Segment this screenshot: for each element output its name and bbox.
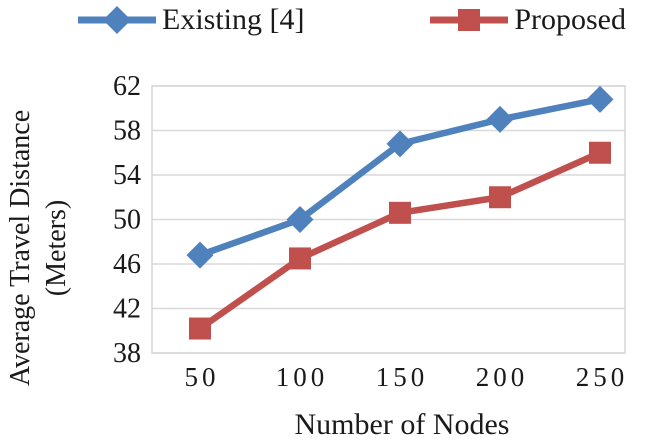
y-tick-label-38: 38 bbox=[113, 338, 141, 369]
x-tick-label-200: 200 bbox=[476, 362, 529, 392]
legend-label-proposed: Proposed bbox=[514, 3, 626, 36]
y-tick-label-46: 46 bbox=[113, 249, 141, 280]
legend-marker-existing-icon bbox=[78, 6, 156, 34]
legend-item-proposed: Proposed bbox=[429, 4, 626, 36]
legend-item-existing: Existing [4] bbox=[77, 4, 305, 36]
plot-border bbox=[151, 85, 626, 354]
data-point-proposed-150 bbox=[389, 201, 411, 224]
x-axis-title: Number of Nodes bbox=[295, 408, 510, 441]
data-point-existing-200 bbox=[486, 105, 514, 133]
y-tick-label-50: 50 bbox=[113, 205, 141, 236]
x-tick-label-50: 50 bbox=[185, 362, 220, 392]
data-point-proposed-100 bbox=[289, 247, 311, 270]
data-point-existing-100 bbox=[286, 206, 314, 233]
data-point-proposed-250 bbox=[589, 141, 611, 164]
y-tick-label-58: 58 bbox=[113, 116, 141, 147]
x-tick-label-150: 150 bbox=[376, 362, 429, 392]
y-tick-label-54: 54 bbox=[113, 160, 141, 191]
chart-legend: Existing [4] Proposed bbox=[77, 1, 626, 39]
data-point-existing-150 bbox=[386, 130, 414, 158]
data-point-proposed-50 bbox=[189, 317, 211, 340]
data-point-existing-50 bbox=[186, 241, 214, 269]
x-tick-label-250: 250 bbox=[576, 362, 629, 392]
legend-label-existing: Existing [4] bbox=[162, 3, 305, 36]
data-point-existing-250 bbox=[586, 85, 614, 113]
y-tick-label-62: 62 bbox=[113, 71, 141, 102]
legend-marker-proposed-icon bbox=[430, 9, 509, 31]
series-line-proposed bbox=[196, 149, 604, 332]
data-point-proposed-200 bbox=[489, 186, 511, 209]
x-tick-label-100: 100 bbox=[276, 362, 329, 392]
y-tick-label-42: 42 bbox=[113, 294, 141, 325]
